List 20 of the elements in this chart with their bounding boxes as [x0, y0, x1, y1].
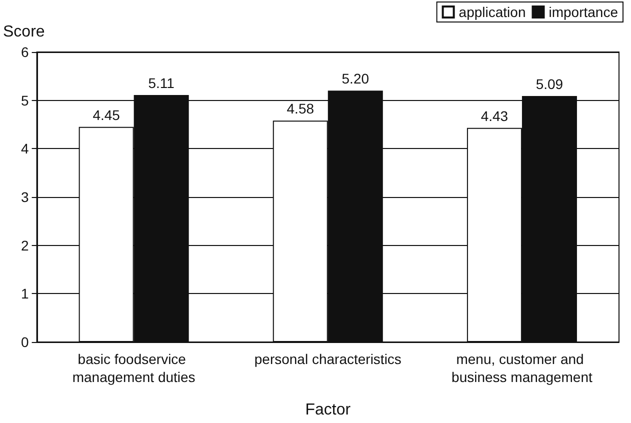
y-tick-label: 4 [21, 140, 29, 157]
x-tick-label: personal characteristics [254, 351, 402, 367]
legend-label: importance [548, 4, 618, 20]
y-tick-label: 0 [21, 334, 29, 350]
y-tick-label: 1 [21, 286, 29, 302]
legend-label: application [458, 4, 526, 20]
data-label: 4.58 [286, 100, 314, 117]
data-label: 4.43 [480, 108, 508, 124]
x-tick-label: menu, customer and business management [452, 351, 592, 385]
data-label: 5.20 [342, 70, 370, 87]
y-tick-label: 3 [21, 189, 29, 205]
y-tick-label: 2 [21, 237, 29, 254]
y-axis-title: Score [3, 24, 45, 40]
y-tick-label: 6 [21, 44, 29, 60]
data-label: 5.11 [148, 75, 175, 92]
x-axis-title: Factor [305, 402, 352, 418]
y-tick-label: 5 [21, 92, 29, 108]
data-label: 5.09 [536, 76, 564, 92]
data-label: 4.45 [92, 106, 120, 123]
x-tick-label: basic foodservice management duties [72, 351, 196, 385]
